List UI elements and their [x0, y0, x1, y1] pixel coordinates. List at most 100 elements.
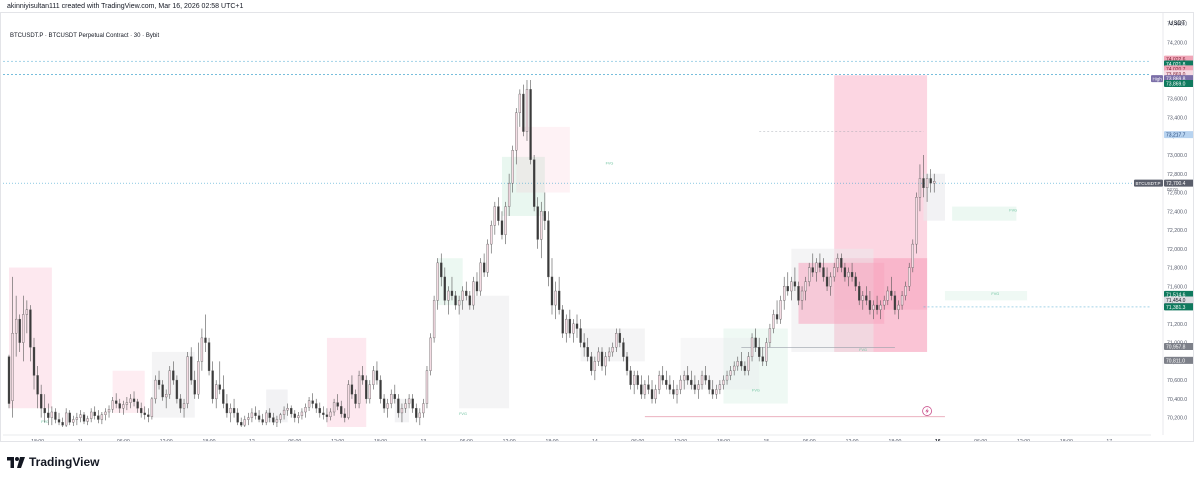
candle-body-144: [522, 93, 525, 132]
price-label-8: 71,514.6: [1166, 292, 1186, 298]
candle-body-216: [779, 300, 782, 320]
high-tag-bg: [1151, 75, 1163, 83]
candle-body-75: [275, 419, 279, 423]
y-tick-label-16: 71,200.0: [1167, 322, 1187, 328]
candle-body-143: [518, 93, 522, 113]
candle-body-28: [107, 409, 111, 413]
candle-body-194: [700, 375, 704, 385]
candle-body-205: [740, 361, 743, 367]
price-label-3: 73,869.0: [1166, 72, 1186, 78]
candle-body-77: [282, 409, 286, 415]
x-tick-label-10: 06:00: [460, 439, 473, 441]
candle-body-170: [615, 333, 618, 348]
candle-body-47: [175, 379, 179, 400]
candle-body-106: [386, 403, 389, 409]
candle-body-177: [640, 384, 643, 395]
candle-body-92: [336, 402, 339, 407]
candle-body-163: [590, 356, 593, 371]
candle-body-114: [415, 408, 418, 418]
candle-body-217: [783, 286, 786, 301]
candle-body-227: [818, 262, 822, 268]
candle-body-156: [565, 318, 568, 334]
y-tick-label-5: 73,400.0: [1167, 115, 1187, 121]
candle-body-195: [704, 375, 707, 381]
candle-body-48: [179, 398, 182, 409]
candle-body-204: [736, 361, 739, 367]
candle-body-253: [911, 243, 914, 268]
candle-body-65: [240, 422, 243, 426]
candle-body-201: [725, 375, 729, 381]
candle-body-235: [847, 272, 850, 278]
candle-body-72: [265, 412, 268, 423]
candle-body-129: [468, 295, 471, 306]
symbol-tag: BTCUSDT.P: [1136, 181, 1161, 186]
candle-body-246: [886, 290, 889, 301]
candle-body-37: [140, 408, 143, 414]
x-tick-label-7: 12:00: [331, 439, 344, 441]
candle-body-26: [100, 414, 104, 420]
candle-body-80: [293, 413, 296, 418]
candle-body-49: [182, 403, 186, 409]
chart-frame[interactable]: 74,400.074,200.074,000.073,800.073,600.0…: [0, 12, 1194, 442]
zone-box-17: [266, 389, 288, 423]
candlestick-chart[interactable]: 74,400.074,200.074,000.073,800.073,600.0…: [1, 13, 1193, 441]
candle-body-104: [379, 379, 382, 400]
price-label-bg-7: [1164, 179, 1193, 187]
price-label-bg-6: [1164, 131, 1193, 139]
candle-body-6: [29, 309, 32, 348]
candle-body-105: [382, 398, 386, 409]
zone-box-11: [944, 291, 1028, 301]
candle-body-66: [243, 419, 246, 426]
candle-body-89: [325, 414, 329, 417]
candle-body-15: [61, 422, 64, 426]
price-label-4: 73,869.8: [1166, 77, 1186, 83]
candle-body-46: [172, 370, 175, 381]
x-tick-label-21: 16: [935, 439, 941, 441]
candle-body-221: [797, 286, 800, 301]
price-label-1: 74,021.8: [1166, 62, 1186, 68]
candle-body-69: [254, 412, 257, 416]
price-label-14: 70,811.0: [1166, 358, 1185, 364]
x-tick-label-15: 12:00: [674, 439, 687, 441]
candle-body-41: [154, 379, 157, 400]
price-label-bg-5: [1164, 80, 1193, 88]
candle-body-11: [47, 412, 50, 418]
candle-body-186: [672, 389, 675, 395]
candle-body-70: [257, 415, 261, 420]
price-label-0: 74,022.6: [1166, 57, 1186, 63]
tradingview-logo[interactable]: TradingView: [7, 455, 99, 469]
candle-body-90: [329, 411, 332, 417]
candle-body-243: [875, 304, 879, 310]
candle-body-63: [232, 408, 236, 414]
candle-body-35: [132, 398, 136, 402]
candle-body-161: [582, 342, 586, 348]
x-tick-label-4: 18:00: [203, 439, 216, 441]
fvg-label-6: FVG: [41, 420, 49, 424]
candle-body-234: [843, 267, 847, 278]
candle-body-51: [190, 356, 193, 381]
candle-body-99: [361, 375, 364, 381]
x-tick-label-8: 18:00: [374, 439, 387, 441]
candle-body-126: [457, 300, 461, 306]
candle-body-254: [915, 197, 918, 245]
x-tick-label-16: 18:00: [717, 439, 730, 441]
candle-body-43: [161, 384, 164, 398]
candle-body-40: [150, 398, 154, 417]
candle-body-196: [708, 379, 711, 390]
candle-body-100: [365, 379, 368, 400]
price-label-6: 73,217.7: [1166, 133, 1186, 139]
candle-body-247: [890, 290, 893, 296]
candle-body-52: [193, 379, 196, 395]
candle-body-8: [36, 375, 39, 395]
candle-body-178: [643, 384, 647, 395]
candle-body-138: [500, 220, 504, 235]
candle-body-200: [722, 379, 725, 385]
candle-body-226: [815, 262, 818, 273]
x-tick-label-9: 13: [420, 439, 426, 441]
candle-body-85: [311, 400, 314, 404]
candle-body-127: [461, 290, 464, 301]
countdown-label: 02:01: [1167, 187, 1179, 192]
y-tick-label-13: 71,800.0: [1167, 266, 1187, 272]
candle-body-215: [775, 314, 779, 320]
candle-body-251: [904, 286, 907, 296]
